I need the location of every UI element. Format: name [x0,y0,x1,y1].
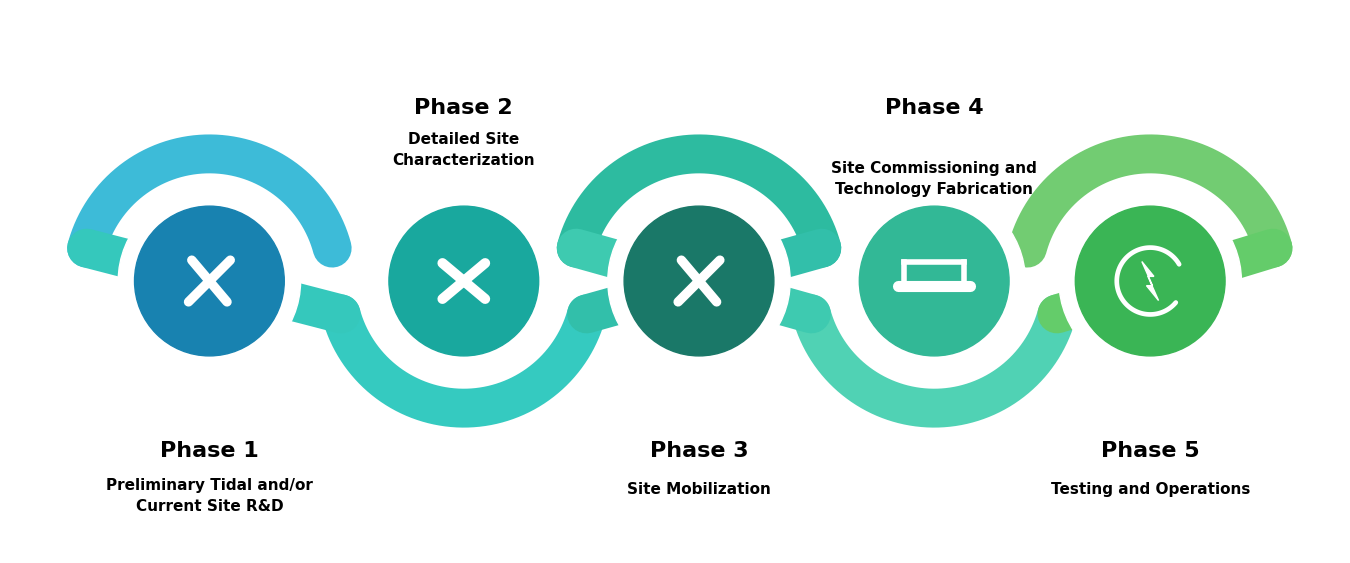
Text: Preliminary Tidal and/or
Current Site R&D: Preliminary Tidal and/or Current Site R&… [105,478,313,514]
Circle shape [389,206,539,356]
Text: Detailed Site
Characterization: Detailed Site Characterization [393,132,535,168]
Text: Testing and Operations: Testing and Operations [1050,482,1250,497]
Text: Site Mobilization: Site Mobilization [626,482,771,497]
Circle shape [373,190,555,372]
Circle shape [1076,206,1224,356]
Text: Phase 4: Phase 4 [884,98,984,118]
Circle shape [624,206,774,356]
Circle shape [608,190,790,372]
Polygon shape [1142,262,1158,301]
Circle shape [135,206,285,356]
Circle shape [119,190,301,372]
Text: Phase 1: Phase 1 [161,441,259,461]
Text: Phase 5: Phase 5 [1100,441,1200,461]
Circle shape [842,190,1026,372]
Text: Phase 3: Phase 3 [649,441,748,461]
Circle shape [1058,190,1242,372]
Text: Site Commissioning and
Technology Fabrication: Site Commissioning and Technology Fabric… [832,161,1037,197]
Circle shape [860,206,1008,356]
Text: Phase 2: Phase 2 [414,98,513,118]
